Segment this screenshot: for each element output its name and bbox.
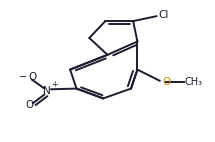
Text: O: O <box>162 77 170 86</box>
Text: −: − <box>19 72 27 82</box>
Text: O: O <box>25 100 34 110</box>
Text: CH₃: CH₃ <box>184 77 203 86</box>
Text: O: O <box>28 72 37 82</box>
Text: N: N <box>43 86 51 96</box>
Text: Cl: Cl <box>159 10 169 20</box>
Text: +: + <box>51 80 58 89</box>
